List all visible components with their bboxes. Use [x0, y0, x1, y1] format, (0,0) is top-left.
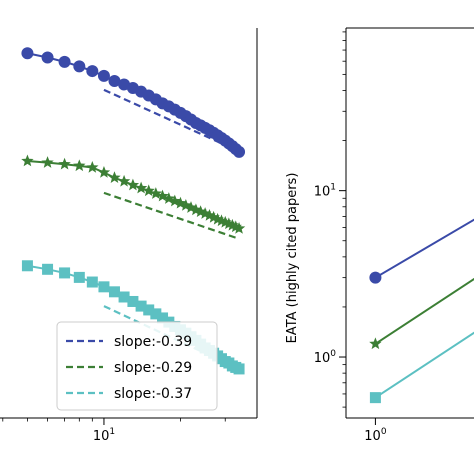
data-point — [203, 209, 216, 221]
data-point — [168, 194, 181, 207]
data-point — [135, 300, 147, 312]
data-point — [108, 171, 121, 184]
data-point — [143, 304, 155, 316]
x-tick-label: 100 — [364, 427, 387, 444]
series-line-2 — [374, 277, 474, 345]
data-point — [150, 308, 162, 320]
data-point — [86, 65, 99, 78]
x-tick-label: 101 — [93, 427, 115, 444]
data-point — [184, 201, 198, 213]
data-point — [21, 260, 33, 272]
legend-label: slope:-0.29 — [114, 360, 192, 376]
data-point — [142, 184, 155, 197]
data-point — [117, 174, 131, 187]
data-point — [21, 47, 34, 60]
right-plot-area — [369, 218, 474, 404]
data-point — [97, 166, 111, 178]
data-point — [233, 145, 246, 158]
y-axis-label: EATA (highly cited papers) — [285, 173, 300, 344]
y-tick-label: 100 — [314, 349, 337, 366]
data-point — [369, 392, 381, 404]
data-point — [233, 363, 245, 375]
data-point — [86, 160, 99, 173]
legend-box — [56, 321, 218, 411]
data-point — [198, 207, 212, 219]
data-point — [41, 156, 54, 168]
data-point — [41, 51, 54, 64]
data-point — [73, 271, 85, 283]
data-point — [232, 221, 246, 234]
left-chart: 101 slope:-0.39 slope:-0.29 slope:-0.37 — [0, 28, 258, 444]
data-point — [229, 220, 242, 233]
data-point — [189, 203, 203, 216]
data-point — [86, 276, 98, 288]
data-point — [58, 157, 71, 170]
data-point — [118, 291, 130, 303]
data-point — [126, 178, 140, 191]
data-point — [134, 181, 148, 194]
legend-label: slope:-0.37 — [114, 386, 192, 402]
data-point — [162, 192, 176, 204]
legend: slope:-0.39 slope:-0.29 slope:-0.37 — [56, 321, 218, 411]
data-point — [207, 210, 220, 223]
data-point — [108, 74, 121, 87]
data-point — [157, 312, 169, 324]
data-point — [58, 55, 71, 68]
series-line-1 — [374, 218, 474, 279]
fit-line-2 — [103, 191, 240, 240]
series-line-3 — [374, 331, 474, 399]
data-point — [179, 198, 193, 211]
data-point — [369, 271, 382, 284]
data-point — [149, 187, 163, 199]
data-point — [73, 60, 86, 73]
data-point — [97, 69, 110, 82]
legend-label: slope:-0.39 — [114, 334, 192, 350]
right-chart: 101 100 100 EATA (highly cited papers) — [285, 27, 474, 444]
data-point — [127, 295, 139, 307]
y-tick-label: 101 — [314, 183, 336, 200]
data-point — [42, 263, 54, 275]
right-axes: 101 100 100 EATA (highly cited papers) — [285, 27, 474, 444]
left-axes: 101 — [0, 28, 258, 444]
data-point — [59, 267, 71, 279]
data-point — [369, 337, 382, 350]
data-point — [194, 205, 207, 218]
data-point — [156, 189, 169, 202]
data-point — [108, 286, 120, 298]
data-point — [226, 218, 239, 231]
data-point — [73, 159, 86, 172]
data-point — [21, 154, 34, 167]
data-point — [174, 196, 187, 209]
data-point — [98, 281, 110, 293]
